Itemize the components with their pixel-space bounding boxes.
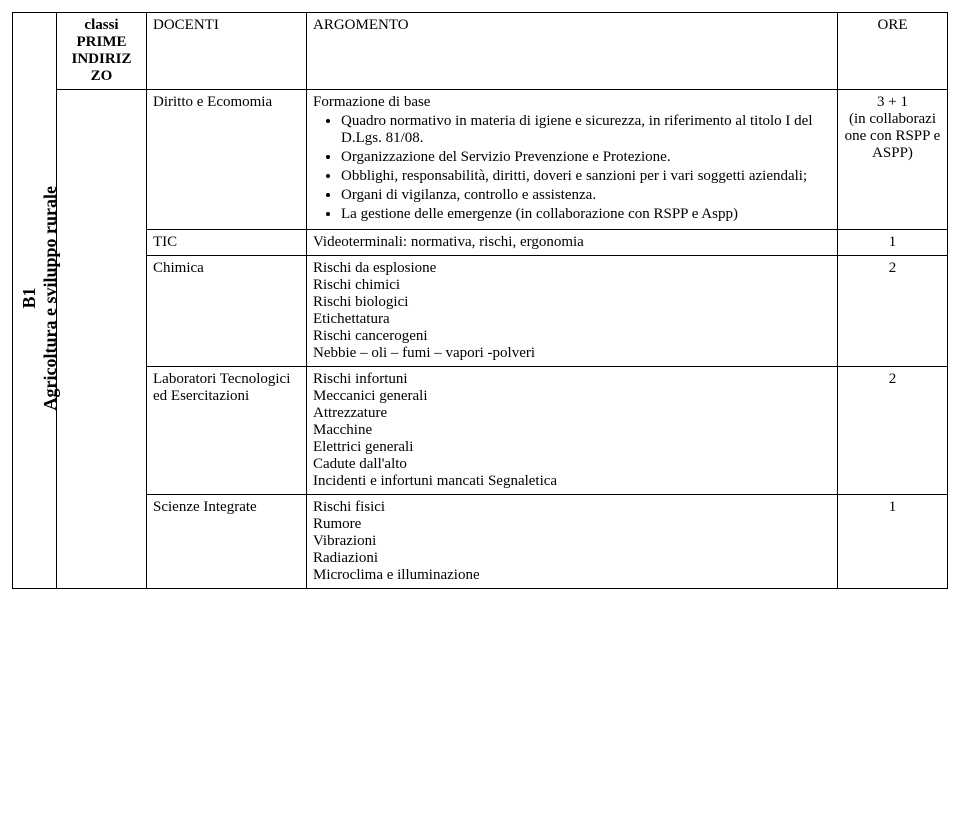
argomento-cell: Videoterminali: normativa, rischi, ergon…	[307, 230, 838, 256]
curriculum-table: B1Agricoltura e sviluppo rurale classi P…	[12, 12, 948, 589]
docenti-cell: Laboratori Tecnologici ed Esercitazioni	[147, 367, 307, 495]
list-item: La gestione delle emergenze (in collabor…	[341, 206, 831, 223]
ore-cell: 1	[838, 495, 948, 589]
table-row: TIC Videoterminali: normativa, rischi, e…	[13, 230, 948, 256]
ore-cell: 2	[838, 256, 948, 367]
argomento-cell: Rischi da esplosione Rischi chimici Risc…	[307, 256, 838, 367]
list-item: Organizzazione del Servizio Prevenzione …	[341, 149, 831, 166]
docenti-cell: Scienze Integrate	[147, 495, 307, 589]
arg-line: Rumore	[313, 516, 831, 533]
docenti-cell: TIC	[147, 230, 307, 256]
arg-line: Nebbie – oli – fumi – vapori -polveri	[313, 345, 831, 362]
arg-line: Meccanici generali	[313, 388, 831, 405]
argomento-cell: Formazione di base Quadro normativo in m…	[307, 90, 838, 230]
docenti-cell: Diritto e Ecomomia	[147, 90, 307, 230]
arg-line: Attrezzature	[313, 405, 831, 422]
vertical-label-cell: B1Agricoltura e sviluppo rurale	[13, 13, 57, 589]
ore-cell: 2	[838, 367, 948, 495]
arg-line: Rischi da esplosione	[313, 260, 831, 277]
header-argomento: ARGOMENTO	[307, 13, 838, 90]
arg-line: Elettrici generali	[313, 439, 831, 456]
table-row: Laboratori Tecnologici ed Esercitazioni …	[13, 367, 948, 495]
argomento-cell: Rischi fisici Rumore Vibrazioni Radiazio…	[307, 495, 838, 589]
docenti-cell: Chimica	[147, 256, 307, 367]
ore-cell: 3 + 1(in collaborazi one con RSPP e ASPP…	[838, 90, 948, 230]
header-classi: classi PRIME INDIRIZ ZO	[57, 13, 147, 90]
header-row: B1Agricoltura e sviluppo rurale classi P…	[13, 13, 948, 90]
list-item: Quadro normativo in materia di igiene e …	[341, 113, 831, 147]
table-row: Scienze Integrate Rischi fisici Rumore V…	[13, 495, 948, 589]
ore-cell: 1	[838, 230, 948, 256]
arg-line: Vibrazioni	[313, 533, 831, 550]
arg-line: Rischi fisici	[313, 499, 831, 516]
header-ore: ORE	[838, 13, 948, 90]
arg-line: Rischi biologici	[313, 294, 831, 311]
classi-body-cell	[57, 90, 147, 589]
table-row: Chimica Rischi da esplosione Rischi chim…	[13, 256, 948, 367]
arg-line: Radiazioni	[313, 550, 831, 567]
argomento-cell: Rischi infortuni Meccanici generali Attr…	[307, 367, 838, 495]
arg-line: Incidenti e infortuni mancati Segnaletic…	[313, 473, 831, 490]
arg-line: Macchine	[313, 422, 831, 439]
list-item: Obblighi, responsabilità, diritti, dover…	[341, 168, 831, 185]
arg-line: Rischi chimici	[313, 277, 831, 294]
table-row: Diritto e Ecomomia Formazione di base Qu…	[13, 90, 948, 230]
arg-title: Formazione di base	[313, 94, 430, 110]
list-item: Organi di vigilanza, controllo e assiste…	[341, 187, 831, 204]
arg-line: Microclima e illuminazione	[313, 567, 831, 584]
arg-line: Rischi infortuni	[313, 371, 831, 388]
header-docenti: DOCENTI	[147, 13, 307, 90]
arg-bullet-list: Quadro normativo in materia di igiene e …	[313, 113, 831, 223]
arg-line: Videoterminali: normativa, rischi, ergon…	[313, 234, 831, 251]
arg-line: Cadute dall'alto	[313, 456, 831, 473]
arg-line: Etichettatura	[313, 311, 831, 328]
vertical-label: B1Agricoltura e sviluppo rurale	[19, 178, 61, 418]
arg-line: Rischi cancerogeni	[313, 328, 831, 345]
